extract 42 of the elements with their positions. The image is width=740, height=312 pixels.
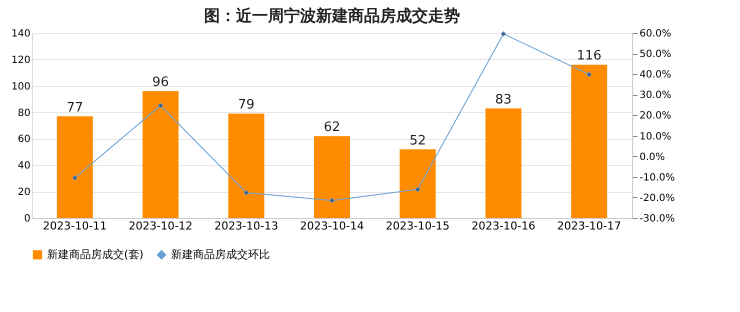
x-tick-label: 2023-10-15 (386, 220, 450, 232)
data-label: 62 (324, 120, 340, 136)
bar (142, 91, 179, 218)
data-label: 83 (495, 92, 512, 108)
data-label: 52 (409, 133, 426, 148)
y-tick-label: 140 (11, 28, 30, 40)
x-tick-label: 2023-10-17 (557, 220, 622, 232)
y2-tick-label: 30.0% (640, 90, 672, 102)
y-tick-label: 80 (18, 108, 30, 119)
y-tick-label: 20 (18, 187, 30, 198)
y2-tick-label: 0.0% (640, 152, 665, 163)
data-label: 79 (238, 98, 255, 113)
bar (228, 114, 264, 218)
x-tick-label: 2023-10-11 (42, 220, 107, 232)
y-tick-label: 100 (11, 81, 30, 92)
y-tick-label: 40 (18, 160, 30, 172)
y2-tick-label: -20.0% (640, 192, 675, 204)
x-tick-label: 2023-10-14 (300, 220, 364, 232)
data-label: 96 (152, 75, 169, 90)
y2-tick-label: -30.0% (640, 214, 675, 224)
y-tick-label: 0 (24, 214, 30, 224)
legend-label: 新建商品房成交环比 (171, 248, 270, 261)
bar (571, 64, 608, 218)
bar (314, 136, 350, 218)
y2-tick-label: 10.0% (640, 131, 672, 142)
x-tick-label: 2023-10-16 (471, 220, 536, 232)
y2-tick-label: 50.0% (640, 49, 672, 60)
legend-label: 新建商品房成交(套) (47, 248, 144, 261)
y2-tick-label: 60.0% (640, 28, 672, 40)
y2-tick-label: -10.0% (640, 172, 675, 184)
y2-tick-label: 20.0% (640, 110, 672, 122)
y-tick-label: 120 (11, 54, 30, 66)
x-tick-label: 2023-10-13 (214, 220, 278, 232)
y2-tick-label: 40.0% (640, 70, 672, 81)
bar (485, 108, 522, 218)
bar (56, 116, 93, 218)
y-tick-label: 60 (18, 134, 30, 146)
data-label: 116 (576, 48, 602, 64)
data-label: 77 (66, 100, 84, 116)
bar (400, 149, 436, 218)
chart-title: 图：近一周宁波新建商品房成交走势 (204, 6, 460, 25)
x-tick-label: 2023-10-12 (128, 220, 193, 232)
